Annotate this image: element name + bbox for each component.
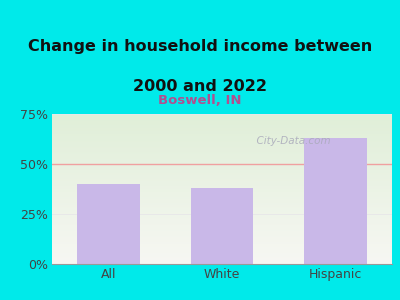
Bar bbox=[191, 188, 253, 264]
Text: Change in household income between: Change in household income between bbox=[28, 39, 372, 54]
Text: Boswell, IN: Boswell, IN bbox=[158, 94, 242, 106]
Bar bbox=[304, 138, 366, 264]
Bar bbox=[78, 184, 140, 264]
Text: City-Data.com: City-Data.com bbox=[250, 136, 330, 146]
Text: 2000 and 2022: 2000 and 2022 bbox=[133, 80, 267, 94]
